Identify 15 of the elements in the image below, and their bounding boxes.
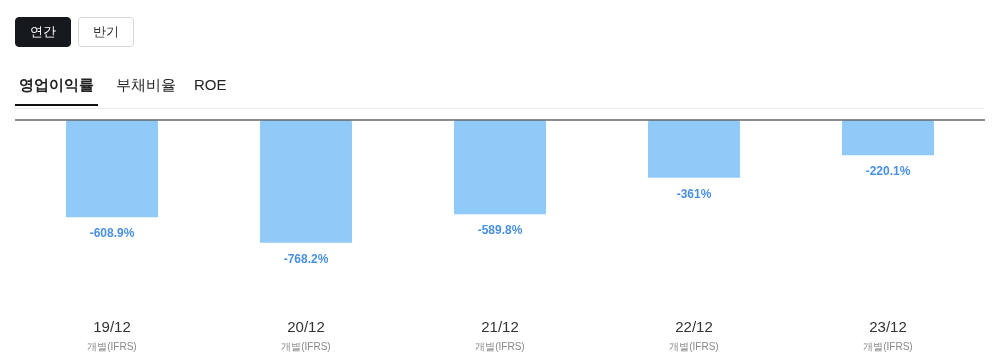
- text: 반기: [78, 17, 134, 47]
- x-tick-label: 22/12 개별(IFRS): [669, 318, 719, 352]
- text: 부채비율: [116, 76, 176, 95]
- x-tick-label: 23/12 개별(IFRS): [863, 318, 913, 352]
- x-tick-label: 21/12 개별(IFRS): [475, 318, 525, 352]
- chart-title: 영업이익률: [15, 76, 98, 106]
- data-label: -589.8%: [477, 223, 523, 238]
- data-label: -608.9%: [89, 226, 135, 241]
- data-label: -361%: [676, 186, 712, 201]
- data-label: -768.2%: [283, 251, 329, 266]
- text: 연간: [15, 17, 71, 47]
- text: ROE: [194, 76, 227, 95]
- data-label: -220.1%: [865, 164, 911, 179]
- x-tick-label: 20/12 개별(IFRS): [281, 318, 331, 352]
- x-tick-label: 19/12 개별(IFRS): [87, 318, 137, 352]
